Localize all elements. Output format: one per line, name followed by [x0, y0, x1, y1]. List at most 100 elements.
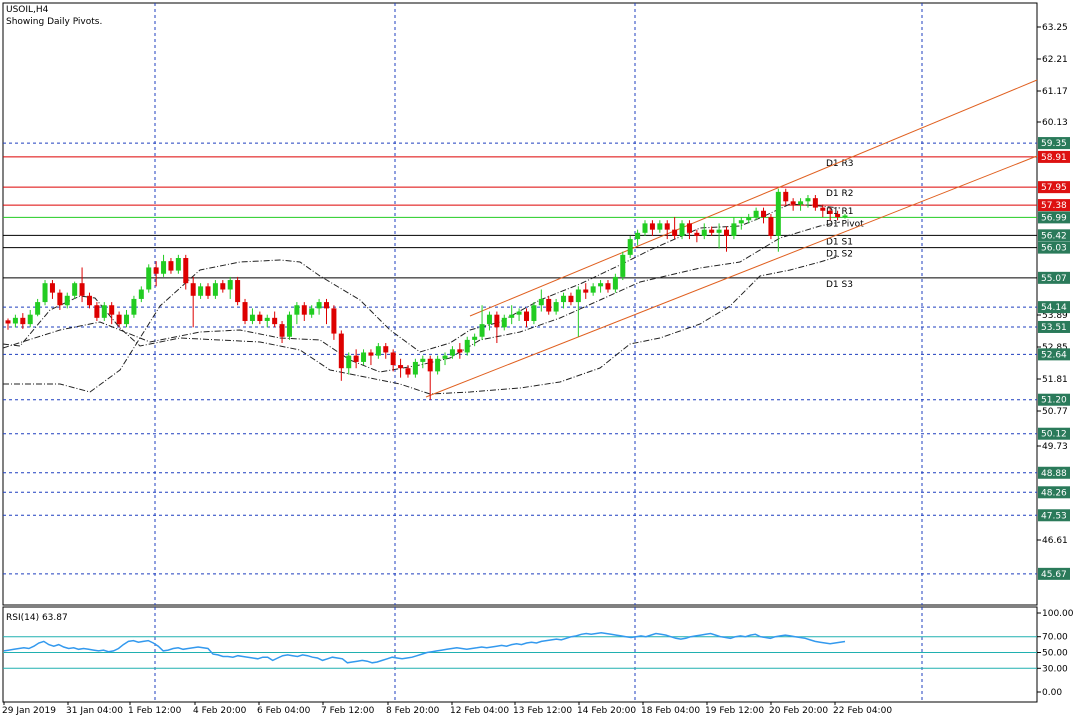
time-tick-label: 8 Feb 20:00: [386, 706, 440, 716]
candle-body: [12, 317, 18, 324]
candle-body: [449, 349, 455, 356]
price-badge: [1038, 427, 1070, 440]
lower-band: [2, 255, 841, 395]
time-tick-label: 31 Jan 04:00: [66, 706, 123, 716]
rsi-line: [3, 632, 846, 664]
price-badge-label: 51.20: [1041, 396, 1067, 406]
price-tick-label: 49.73: [1042, 442, 1068, 452]
rsi-title: RSI(14) 63.87: [6, 613, 68, 623]
candle-body: [605, 283, 611, 290]
pivot-label: D1 R1: [826, 207, 854, 217]
price-badge: [1038, 150, 1070, 163]
rsi-tick-label: 30.00: [1042, 664, 1068, 674]
candle-body: [368, 352, 374, 356]
candle-body: [242, 302, 248, 321]
candle-body: [709, 229, 715, 233]
candle-body: [768, 217, 774, 236]
candle-body: [338, 333, 344, 369]
time-tick-label: 13 Feb 12:00: [513, 706, 572, 716]
candle-body: [309, 308, 315, 315]
price-badge: [1038, 211, 1070, 224]
candle-body: [649, 223, 655, 230]
price-badge: [1038, 199, 1070, 212]
candle-body: [657, 223, 663, 230]
rsi-tick-label: 70.00: [1042, 633, 1068, 643]
candle-body: [790, 201, 796, 205]
price-badge-label: 58.91: [1041, 153, 1067, 163]
candle-body: [612, 276, 618, 290]
candle-body: [212, 283, 218, 296]
candle-body: [353, 355, 359, 362]
candle-body: [783, 191, 789, 202]
pivot-label: D1 R2: [826, 189, 854, 199]
candle-body: [701, 229, 707, 236]
candle-body: [42, 283, 48, 303]
price-badge-label: 56.99: [1041, 213, 1067, 223]
candle-body: [716, 229, 722, 233]
candle-body: [664, 223, 670, 230]
price-badge-label: 55.07: [1041, 274, 1067, 284]
candle-body: [57, 292, 63, 306]
candle-body: [723, 229, 729, 236]
price-badge: [1038, 466, 1070, 479]
price-tick-label: 53.89: [1042, 311, 1068, 321]
candle-body: [642, 223, 648, 233]
price-badge-label: 56.42: [1041, 231, 1067, 241]
candle-body: [412, 361, 418, 375]
price-badge: [1038, 241, 1070, 254]
candle-body: [501, 317, 507, 328]
pivot-label: D1 Pivot: [826, 219, 864, 229]
candle-body: [324, 302, 330, 309]
candle-body: [553, 302, 559, 312]
price-tick-label: 61.17: [1042, 87, 1068, 97]
time-tick-label: 4 Feb 20:00: [193, 706, 247, 716]
price-badge: [1038, 348, 1070, 361]
channel-upper-line: [469, 79, 1038, 317]
candle-body: [331, 308, 337, 334]
candle-body: [583, 289, 589, 293]
candle-body: [442, 355, 448, 359]
candle-body: [161, 261, 167, 274]
price-badge: [1038, 393, 1070, 406]
time-tick-label: 29 Jan 2019: [2, 706, 56, 716]
candle-body: [627, 239, 633, 255]
candle-body: [398, 365, 404, 369]
price-badge: [1038, 301, 1070, 314]
candle-body: [257, 314, 263, 321]
candle-body: [294, 305, 300, 315]
time-tick-label: 7 Feb 12:00: [321, 706, 375, 716]
candle-body: [131, 298, 137, 315]
candle-body: [486, 314, 492, 325]
candle-body: [820, 207, 826, 211]
candle-body: [812, 198, 818, 208]
time-tick-label: 18 Feb 04:00: [641, 706, 700, 716]
pivot-label: D1 R3: [826, 159, 854, 169]
middle-band: [2, 221, 841, 373]
channel-lower-line: [425, 155, 1038, 398]
candle-body: [516, 311, 522, 315]
candle-body: [531, 305, 537, 321]
candle-body: [590, 286, 596, 293]
time-tick-label: 6 Feb 04:00: [257, 706, 311, 716]
price-badge: [1038, 567, 1070, 580]
candle-body: [694, 232, 700, 236]
price-badge-label: 52.64: [1041, 350, 1067, 360]
price-badge: [1038, 181, 1070, 194]
candle-body: [405, 368, 411, 375]
price-badge: [1038, 229, 1070, 242]
candle-body: [190, 283, 196, 296]
time-tick-label: 14 Feb 20:00: [577, 706, 636, 716]
price-badge-label: 57.95: [1041, 183, 1067, 193]
time-tick-label: 20 Feb 20:00: [769, 706, 828, 716]
candle-body: [464, 339, 470, 353]
price-badge: [1038, 509, 1070, 522]
candle-body: [435, 358, 441, 372]
candle-body: [101, 305, 107, 318]
chart-symbol-title: USOIL,H4: [6, 5, 49, 15]
price-badge-label: 56.03: [1041, 244, 1067, 254]
candle-body: [279, 324, 285, 337]
candle-body: [568, 295, 574, 303]
price-badge-label: 50.12: [1041, 430, 1067, 440]
candle-body: [479, 324, 485, 337]
candle-body: [35, 302, 41, 315]
